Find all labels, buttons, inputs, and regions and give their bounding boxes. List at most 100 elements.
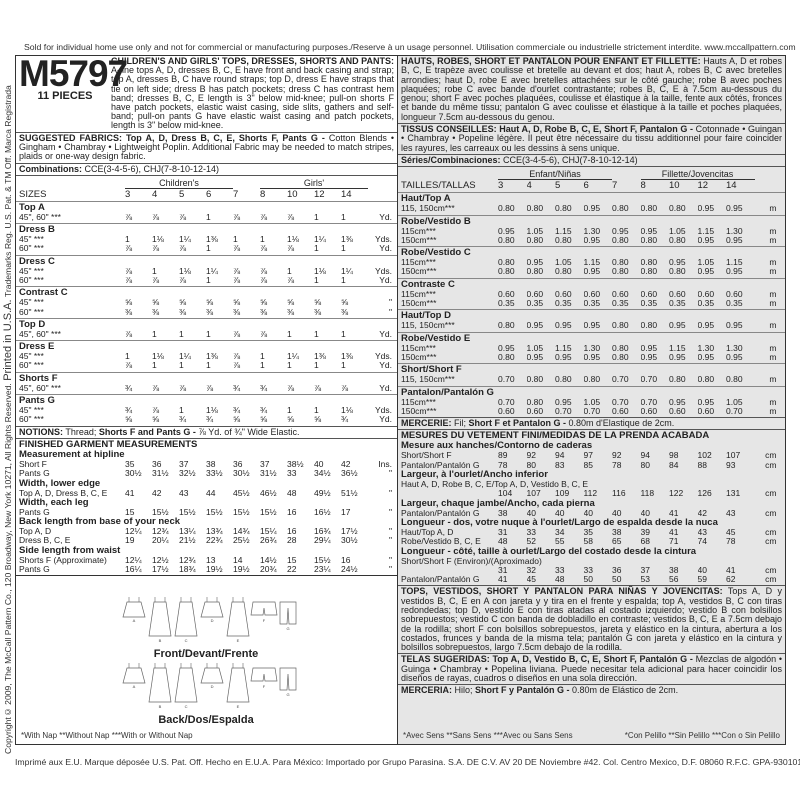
cell-value: 1.15 bbox=[726, 258, 743, 268]
row-label: 60" *** bbox=[19, 244, 44, 254]
cell-value: 71 bbox=[669, 537, 679, 547]
cell-value: 42 bbox=[341, 459, 351, 469]
cell-value: 0.95 bbox=[583, 267, 601, 277]
cell-value: ⅝ bbox=[314, 415, 322, 425]
cell-value: 15¼ bbox=[260, 527, 277, 537]
cell-value: 0.80 bbox=[555, 204, 572, 214]
garment-outline bbox=[122, 601, 146, 618]
cell-value: 38 bbox=[206, 459, 216, 469]
unit: m bbox=[769, 343, 777, 353]
size: 6 bbox=[206, 188, 212, 200]
row-label: 60" *** bbox=[19, 361, 44, 371]
yardage-group: Contraste C 115cm*** 0.60 0.60 0.60 0.60 0.60 0… bbox=[398, 279, 785, 311]
cell-value: 1.15 bbox=[555, 343, 572, 353]
copyright-text: Copyright© 2009, The McCall Pattern Co.,… bbox=[3, 383, 13, 754]
cell-value: ⅝ bbox=[287, 298, 295, 308]
cell-value: ⅝ bbox=[125, 298, 133, 308]
cell-value: 0.60 bbox=[612, 289, 629, 299]
cell-value: 0.60 bbox=[583, 289, 601, 299]
cell-value: 37 bbox=[260, 459, 270, 469]
strap bbox=[128, 597, 140, 602]
cell-value: 1¼ bbox=[287, 352, 299, 362]
children-group: Enfant/Niñas bbox=[498, 169, 612, 181]
size: 8 bbox=[260, 188, 266, 200]
unit: m bbox=[769, 299, 777, 309]
group-title: Shorts F bbox=[19, 372, 58, 384]
cell-value: 39 bbox=[640, 527, 650, 537]
group-title: Robe/Vestido B bbox=[401, 215, 471, 227]
table-row: Pants G 30½ 31½ 32½ 33½ 30½ 31½ 33 34½ 36½ " bbox=[19, 469, 394, 478]
unit: Yd. bbox=[379, 383, 392, 393]
cell-value: 55 bbox=[555, 537, 565, 547]
garment-outline bbox=[226, 601, 250, 637]
cell-value: ⅞ bbox=[206, 383, 214, 393]
table-row: 31 32 33 33 36 37 38 40 41 cm bbox=[401, 566, 782, 575]
garment-outline bbox=[279, 601, 297, 625]
sizes-header: Children's Girls' SIZES 3 4 5 6 7 8 10 12 14 bbox=[16, 176, 397, 202]
cell-value: 1⅜ bbox=[341, 352, 353, 362]
unit: cm bbox=[765, 565, 777, 575]
es-description-title: TOPS, VESTIDOS, SHORT Y PANTALON PARA NI… bbox=[401, 586, 723, 597]
cell-value: 107 bbox=[726, 451, 741, 461]
cell-value: 33 bbox=[526, 527, 536, 537]
cell-value: 0.95 bbox=[583, 321, 601, 331]
cell-value: 0.95 bbox=[697, 321, 715, 331]
cell-value: 68 bbox=[640, 537, 650, 547]
row-label: 115, 150cm*** bbox=[401, 321, 455, 331]
cell-value: 40 bbox=[526, 508, 536, 518]
cell-value: 84 bbox=[669, 460, 679, 470]
table-row: 115, 150cm*** 0.80 0.95 0.95 0.95 0.80 0.80 0.9… bbox=[401, 321, 782, 330]
view-g-front: G bbox=[279, 601, 297, 631]
cell-value: 0.60 bbox=[612, 406, 629, 416]
cell-value: 37 bbox=[179, 459, 189, 469]
cell-value: 36 bbox=[152, 459, 162, 469]
cell-value: 112 bbox=[583, 489, 598, 499]
cell-value: ⅞ bbox=[287, 212, 295, 222]
cell-value: 1 bbox=[260, 352, 265, 362]
size: 10 bbox=[669, 180, 680, 192]
cell-value: 0.35 bbox=[697, 299, 715, 309]
cell-value: 0.95 bbox=[555, 352, 572, 362]
unit: " bbox=[388, 565, 392, 575]
cell-value: 0.95 bbox=[612, 226, 629, 236]
cell-value: 1⅛ bbox=[179, 266, 191, 276]
unit: m bbox=[769, 406, 777, 416]
cell-value: ⅞ bbox=[233, 276, 241, 285]
table-row: 60" *** ⅞ ⅞ ⅞ 1 ⅞ ⅞ ⅞ 1 1 Yd. bbox=[19, 244, 394, 253]
row-label: 45" *** bbox=[19, 266, 44, 276]
cell-value: 92 bbox=[612, 451, 622, 461]
cell-value: ⅜ bbox=[152, 307, 160, 317]
table-row: 115, 150cm*** 0.80 0.80 0.80 0.95 0.80 0.80 0.8… bbox=[401, 204, 782, 213]
table-row: Robe/Vestido B, C, E 48 52 55 58 65 68 71 74 78 cm bbox=[401, 537, 782, 546]
fr-footnote: *Avec Sens **Sans Sens ***Avec ou Sans S… bbox=[403, 731, 573, 740]
unit: cm bbox=[765, 537, 777, 547]
cell-value: 107 bbox=[526, 489, 541, 499]
table-row: 45" *** ⅞ 1 1⅛ 1¼ ⅞ ⅞ 1 1⅛ 1¼ Yds. bbox=[19, 267, 394, 276]
row-label: 60" *** bbox=[19, 415, 44, 425]
cell-value: 0.60 bbox=[669, 406, 686, 416]
size: 8 bbox=[640, 180, 646, 192]
cell-value: 1.30 bbox=[583, 343, 601, 353]
cell-value: 16¾ bbox=[314, 527, 331, 537]
cell-value: 97 bbox=[583, 451, 593, 461]
cell-value: 0.95 bbox=[669, 258, 686, 268]
cell-value: 0.80 bbox=[612, 204, 629, 214]
cell-value: 1.15 bbox=[669, 343, 686, 353]
row-label: 45" *** bbox=[19, 298, 44, 308]
cell-value: 0.80 bbox=[669, 235, 686, 245]
cell-value: 58 bbox=[583, 537, 593, 547]
row-label: 45", 60" *** bbox=[19, 212, 61, 222]
cell-value: 45 bbox=[726, 527, 736, 537]
cell-value: 0.95 bbox=[526, 352, 544, 362]
cell-value: 0.35 bbox=[726, 299, 743, 309]
strap bbox=[128, 663, 140, 668]
cell-value: 0.80 bbox=[498, 352, 515, 362]
cell-value: 0.95 bbox=[498, 343, 515, 353]
french-description: HAUTS, ROBES, SHORT ET PANTALON POUR ENF… bbox=[398, 56, 785, 125]
strap bbox=[206, 597, 218, 602]
cell-value: 50 bbox=[583, 575, 593, 585]
cell-value: 0.95 bbox=[697, 204, 715, 214]
cell-value: 1.05 bbox=[526, 226, 544, 236]
cell-value: 0.95 bbox=[726, 267, 743, 277]
cell-value: 1.15 bbox=[697, 226, 715, 236]
